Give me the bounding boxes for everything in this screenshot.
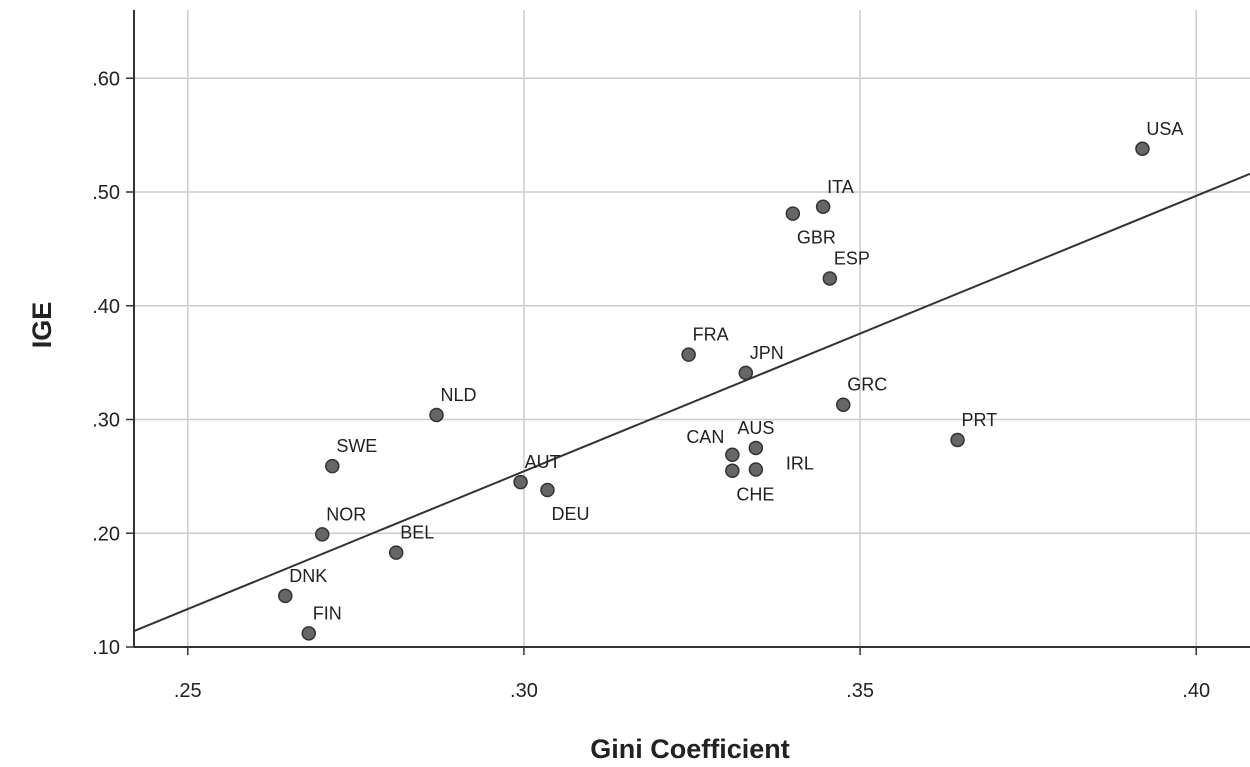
point-label-bel: BEL [400,523,434,543]
data-point-deu [540,482,555,498]
data-point-swe [325,458,340,474]
x-axis-title: Gini Coefficient [590,734,790,764]
point-layer [278,141,1150,641]
data-point-irl [748,462,764,477]
point-label-prt: PRT [962,410,998,430]
data-point-dnk [278,588,293,604]
data-point-prt [950,432,965,448]
data-point-can [725,447,740,463]
axis-layer: .25 .30 .35 .40 .10 .20 .30 .40 .50 .60 [92,10,1250,702]
point-label-grc: GRC [847,375,887,395]
point-label-swe: SWE [336,436,377,456]
x-tick-label: .35 [846,680,874,702]
point-label-can: CAN [686,427,724,447]
regression-line [133,172,1250,633]
y-tick-label: .50 [92,182,120,204]
point-label-usa: USA [1146,119,1183,139]
point-label-nld: NLD [441,385,477,405]
y-tick-label: .60 [92,68,120,90]
data-point-nor [314,527,330,542]
y-tick-label: .40 [92,296,120,318]
point-label-aus: AUS [737,418,774,438]
data-point-bel [388,545,404,560]
data-point-ita [815,199,831,215]
y-tick-label: .10 [92,637,120,659]
point-label-ita: ITA [827,177,854,197]
point-label-che: CHE [736,485,774,505]
data-point-nld [429,407,444,423]
data-point-gbr [785,206,801,221]
data-point-che [725,463,740,478]
point-label-irl: IRL [786,454,814,474]
y-tick-label: .20 [92,523,120,545]
x-tick-label: .25 [174,680,202,702]
point-label-jpn: JPN [750,343,784,363]
x-tick-label: .40 [1182,680,1210,702]
data-point-jpn [738,365,754,381]
point-label-gbr: GBR [797,228,836,248]
data-point-aus [748,440,764,456]
point-label-aut: AUT [525,452,561,472]
y-tick-label: .30 [92,410,120,432]
data-point-fin [301,626,317,641]
point-label-deu: DEU [551,504,589,524]
y-axis-title: IGE [27,302,57,349]
data-point-usa [1135,141,1150,157]
data-point-aut [513,474,528,490]
point-label-fra: FRA [693,325,729,345]
point-label-fin: FIN [313,603,342,623]
x-tick-label: .30 [510,680,538,702]
data-point-grc [836,397,851,412]
data-point-fra [681,347,696,362]
point-label-nor: NOR [326,504,366,524]
point-label-esp: ESP [834,248,870,268]
data-point-esp [822,271,838,286]
fit-line-layer [133,172,1250,633]
point-label-dnk: DNK [289,566,327,586]
